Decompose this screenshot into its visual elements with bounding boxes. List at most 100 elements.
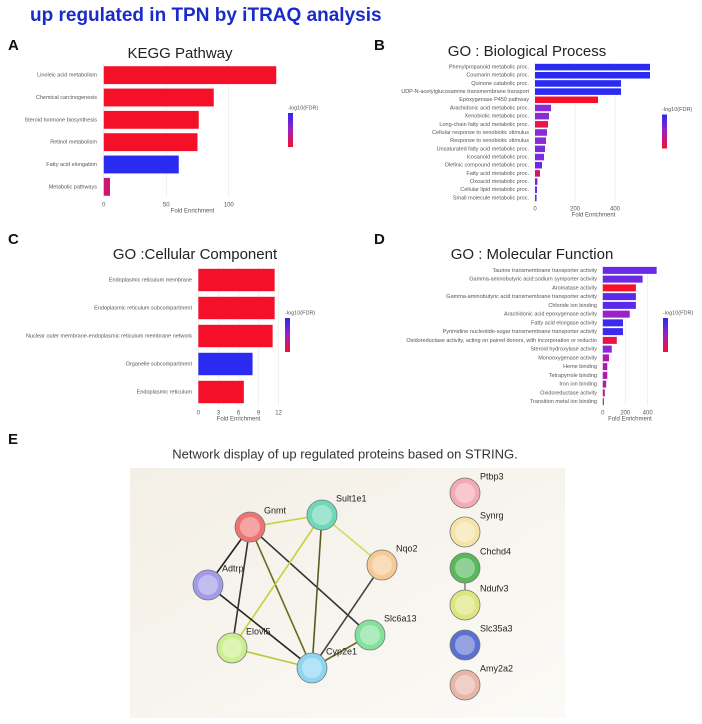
category-label: Oxidoreductase activity, acting on paire… [406,338,597,344]
category-label: Coumarin metabolic proc. [466,73,529,79]
category-label: Metabolic pathways [49,184,98,190]
x-tick-label: 0 [601,411,605,417]
node [449,477,481,509]
edge [207,584,313,669]
node-core [302,658,322,678]
category-label: Iron ion binding [559,382,597,388]
colorbar [288,113,293,147]
category-label: Response to xenobiotic stimulus [450,138,529,144]
node-core [455,483,475,503]
node-label: Synrg [480,510,504,520]
category-label: Arachidonic acid epoxygenase activity [504,312,597,318]
figure-title: up regulated in TPN by iTRAQ analysis [30,5,382,26]
bar [602,266,657,274]
category-label: Endoplasmic reticulum [137,389,193,395]
node [449,589,481,621]
bar [602,363,608,371]
node-core [198,575,218,595]
node-label: Ptbp3 [480,471,504,481]
colorbar [662,114,667,149]
node-core [455,675,475,695]
x-axis-label: Fold Enrichment [572,213,616,219]
category-label: Chemical carcinogenesis [36,95,97,101]
node-core [455,558,475,578]
bar [602,389,605,397]
edge [311,514,323,669]
x-axis-label: Fold Enrichment [608,417,652,423]
category-label: Fatty acid metabolic proc. [466,171,529,177]
node-label: Nqo2 [396,543,418,553]
bar [602,398,604,406]
node [306,499,338,531]
node-core [372,555,392,575]
x-tick-label: 9 [257,411,261,417]
category-label: Xenobiotic metabolic proc. [464,114,529,120]
panel-label: B [374,37,385,54]
node [296,652,328,684]
bar [103,133,198,152]
x-tick-label: 0 [197,411,201,417]
category-label: Chloride ion binding [548,303,597,309]
panel-label: A [8,37,19,54]
x-tick-label: 200 [570,207,581,213]
bar [535,121,548,128]
bar [535,170,540,177]
category-label: Arachidonic acid metabolic proc. [450,105,530,111]
node-core [222,638,242,658]
colorbar-label: -log10(FDR) [288,105,318,111]
bar [602,354,609,362]
edge [231,514,323,649]
bar [535,104,551,112]
colorbar [663,318,668,352]
category-label: Organelle subcompartment [126,361,193,367]
category-label: Linoleic acid metabolism [37,73,97,79]
node [449,552,481,584]
category-label: Endoplasmic reticulum membrane [109,277,192,283]
node-label: Gnmt [264,505,287,515]
node-label: Chchd4 [480,546,511,556]
category-label: Cellular lipid metabolic proc. [460,187,529,193]
category-label: Endoplasmic reticulum subcompartment [94,305,192,311]
node [354,619,386,651]
bar [535,112,549,120]
x-tick-label: 6 [237,411,241,417]
category-label: Heme binding [563,364,597,370]
category-label: Long-chain fatty acid metabolic proc. [439,122,529,128]
chart-title: GO : Biological Process [448,43,606,60]
node-core [240,517,260,537]
node-label: Amy2a2 [480,663,513,673]
chart-title: GO : Molecular Function [451,246,614,263]
category-label: Pyrimidine nucleotide-sugar transmembran… [443,329,598,335]
node [216,632,248,664]
category-label: Transition metal ion binding [530,399,597,405]
bar [198,324,273,348]
panel-label: C [8,231,19,248]
x-tick-label: 12 [275,411,282,417]
bar [602,284,636,292]
bar [535,186,537,194]
panel-label: E [8,431,18,448]
bar [535,129,547,136]
x-tick-label: 400 [643,411,654,417]
edge [231,526,251,649]
node-label: Adtrp [222,563,244,573]
bar [103,177,110,196]
bar [198,380,244,404]
category-label: Monooxygenase activity [538,355,597,361]
bar [535,178,538,185]
bar [535,194,537,202]
bar [198,352,253,376]
category-label: Nuclear outer membrane-endoplasmic retic… [26,333,192,339]
bar [198,296,275,320]
category-label: Small molecule metabolic proc. [453,195,530,201]
category-label: Icosanoid metabolic proc. [467,154,530,160]
node-label: Sult1e1 [336,493,367,503]
bar [535,63,650,71]
bar [535,71,650,79]
category-label: Aromatase activity [552,285,597,291]
bar [535,161,542,169]
bar [602,310,630,318]
category-label: Olefinic compound metabolic proc. [445,163,530,169]
bar [602,301,636,309]
panel-label: D [374,231,385,248]
